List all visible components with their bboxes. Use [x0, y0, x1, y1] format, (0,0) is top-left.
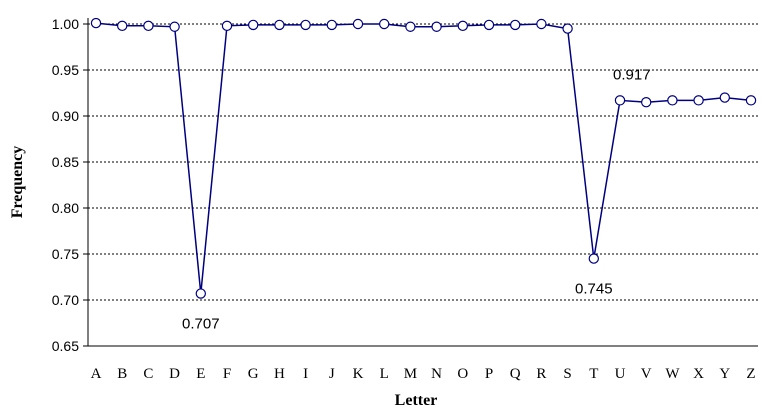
y-tick-label: 0.65: [52, 338, 79, 354]
axes: [87, 18, 758, 347]
y-tick-label: 0.90: [52, 108, 79, 124]
x-tick-label: X: [693, 366, 704, 382]
data-point: [588, 253, 600, 264]
x-tick-label: B: [117, 366, 127, 382]
data-point: [719, 92, 731, 103]
x-tick-label: E: [196, 366, 205, 382]
y-tick-label: 0.80: [52, 200, 79, 216]
y-tick-label: 0.85: [52, 154, 79, 170]
data-point: [326, 19, 337, 31]
x-tick-label: P: [485, 366, 493, 382]
series: [90, 17, 757, 299]
data-point: [536, 18, 547, 30]
series-line: [95, 22, 752, 294]
x-tick-label: Y: [719, 366, 730, 382]
data-point: [510, 19, 521, 31]
x-tick-label: C: [143, 366, 153, 382]
y-tick-label: 0.75: [52, 246, 79, 262]
x-tick-label: R: [536, 366, 546, 382]
y-tick-labels: 0.65 0.70 0.75 0.80 0.85 0.90 0.95 1.00: [52, 16, 88, 354]
data-point: [274, 19, 285, 31]
y-tick-label: 0.95: [52, 62, 79, 78]
x-tick-label: U: [615, 366, 626, 382]
data-point: [457, 20, 468, 32]
x-tick-label: T: [589, 366, 598, 382]
x-tick-label: S: [563, 366, 571, 382]
data-point: [405, 21, 416, 32]
data-point: [745, 95, 757, 106]
data-point: [247, 19, 259, 31]
y-tick-label: 1.00: [52, 16, 79, 32]
x-tick-label: K: [353, 366, 364, 382]
data-point: [90, 17, 102, 29]
x-tick-label: M: [404, 366, 417, 382]
data-point: [300, 19, 311, 31]
data-point: [143, 20, 154, 32]
x-tick-label: Q: [510, 366, 521, 382]
x-tick-label: L: [380, 366, 389, 382]
data-point: [431, 21, 442, 32]
data-point: [483, 19, 495, 31]
y-tick-label: 0.70: [52, 292, 79, 308]
x-tick-label: D: [169, 366, 180, 382]
x-tick-label: Z: [746, 366, 755, 382]
data-point: [693, 95, 704, 106]
data-point: [116, 20, 128, 32]
x-tick-label: V: [641, 366, 652, 382]
data-point: [379, 18, 390, 30]
data-point: [221, 20, 233, 32]
annotations: 0.707 0.745 0.917: [182, 66, 651, 332]
x-tick-label: N: [431, 366, 442, 382]
x-tick-label: J: [329, 366, 335, 382]
data-point: [562, 23, 573, 34]
x-tick-label: A: [91, 366, 102, 382]
x-tick-label: G: [248, 366, 259, 382]
data-point: [667, 95, 678, 106]
x-tick-label: F: [223, 366, 231, 382]
x-tick-label: O: [457, 366, 468, 382]
x-tick-label: H: [274, 366, 285, 382]
data-point: [352, 18, 364, 30]
x-tick-label: I: [303, 366, 308, 382]
x-tick-label: W: [665, 366, 680, 382]
data-label: 0.745: [575, 281, 613, 298]
y-axis-title: Frequency: [9, 146, 26, 219]
data-point: [614, 95, 626, 106]
data-point: [641, 96, 652, 108]
data-label: 0.917: [613, 66, 651, 83]
data-point: [195, 288, 206, 299]
data-point: [169, 21, 180, 32]
data-label: 0.707: [182, 316, 220, 333]
x-axis-title: Letter: [395, 392, 438, 409]
